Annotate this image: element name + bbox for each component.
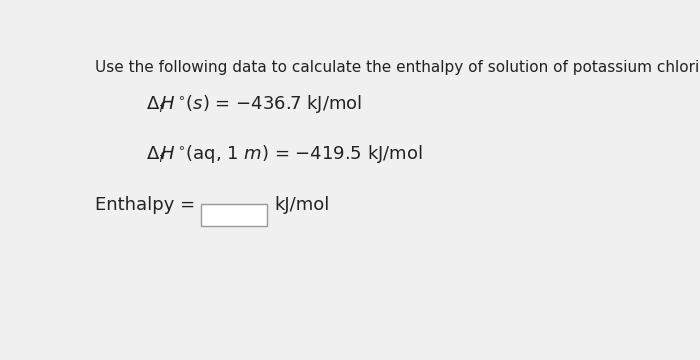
- Text: Enthalpy =: Enthalpy =: [95, 196, 201, 214]
- FancyBboxPatch shape: [201, 204, 267, 226]
- Text: $\Delta_f\!\mathit{H}^\circ\!(\mathit{s})$ = −436.7 kJ/mol: $\Delta_f\!\mathit{H}^\circ\!(\mathit{s}…: [146, 93, 362, 114]
- Text: Use the following data to calculate the enthalpy of solution of potassium chlori: Use the following data to calculate the …: [95, 60, 700, 75]
- Text: Use the following data to calculate the enthalpy of solution of potassium chlori: Use the following data to calculate the …: [95, 60, 700, 75]
- Text: $\Delta_f\!\mathit{H}^\circ\!$(aq, 1 $\mathit{m}$) = −419.5 kJ/mol: $\Delta_f\!\mathit{H}^\circ\!$(aq, 1 $\m…: [146, 143, 423, 165]
- Text: kJ/mol: kJ/mol: [274, 196, 330, 214]
- Text: Enthalpy =: Enthalpy =: [95, 196, 201, 214]
